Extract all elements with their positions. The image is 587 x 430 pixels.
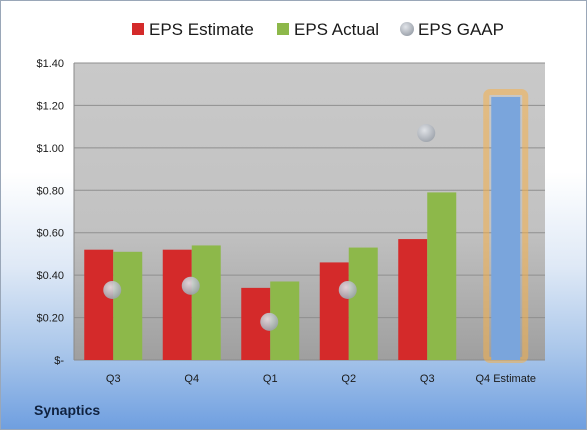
legend-label: EPS Estimate	[149, 20, 254, 39]
x-tick-label: Q3	[420, 373, 435, 385]
bar-eps-actual	[427, 192, 457, 360]
point-eps-gaap	[260, 312, 279, 331]
bar-eps-actual	[191, 245, 221, 360]
bar-eps-estimate	[162, 249, 192, 360]
bar-q4-estimate	[491, 96, 521, 360]
point-eps-gaap	[338, 280, 357, 299]
x-tick-label: Q1	[263, 373, 278, 385]
y-tick-label: $1.20	[36, 100, 64, 112]
bar-eps-estimate	[84, 249, 114, 360]
bar-eps-estimate	[319, 262, 349, 360]
point-eps-gaap	[417, 124, 436, 143]
bar-eps-actual	[113, 251, 143, 360]
y-tick-label: $1.40	[36, 58, 64, 70]
company-name: Synaptics	[34, 402, 101, 418]
plot-area	[74, 63, 545, 360]
legend-label: EPS Actual	[294, 20, 379, 39]
y-tick-label: $0.20	[36, 313, 64, 325]
point-eps-gaap	[181, 276, 200, 295]
y-tick-label: $0.40	[36, 270, 64, 282]
legend-swatch	[400, 22, 414, 36]
y-tick-label: $1.00	[36, 143, 64, 155]
legend-swatch	[132, 23, 144, 35]
legend-swatch	[277, 23, 289, 35]
y-tick-label: $0.80	[36, 185, 64, 197]
y-tick-label: $-	[54, 355, 64, 367]
point-eps-gaap	[103, 280, 122, 299]
y-tick-label: $0.60	[36, 228, 64, 240]
x-tick-label: Q2	[341, 373, 356, 385]
bar-eps-actual	[348, 247, 378, 360]
legend-label: EPS GAAP	[418, 20, 504, 39]
x-tick-label: Q3	[106, 373, 121, 385]
x-tick-label: Q4	[184, 373, 199, 385]
bar-eps-estimate	[398, 239, 428, 360]
x-tick-label: Q4 Estimate	[475, 373, 536, 385]
